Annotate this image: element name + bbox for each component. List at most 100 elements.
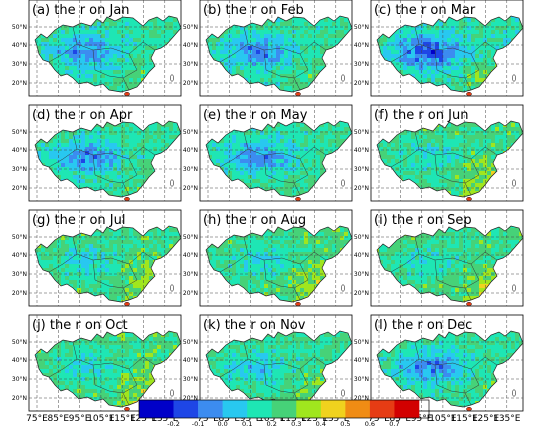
gridlines [200,315,352,411]
latitude-label: 40°N [183,357,198,364]
taiwan-outline [170,284,174,292]
map-panel: (e) the r on May 50°N 40°N 30°N 20°N [183,104,353,202]
taiwan-outline [341,179,345,187]
latitude-label: 40°N [12,147,27,154]
longitude-label: 85°E [389,414,411,424]
panel-title: (h) the r on Aug [203,213,306,228]
gridlines [29,0,181,96]
gridlines [371,105,523,201]
taiwan-outline [341,284,345,292]
gridlines [29,210,181,306]
colorbar-tick: -0.2 [167,420,180,428]
latitude-label: 30°N [354,61,369,68]
latitude-label: 20°N [354,395,369,402]
longitude-label: 125°E [130,414,158,424]
latitude-label: 40°N [354,147,369,154]
colorbar-underflow [139,400,149,418]
latitude-label: 50°N [12,129,27,136]
hainan-outline [466,196,472,202]
latitude-label: 40°N [183,42,198,49]
latitude-label: 50°N [183,234,198,241]
latitude-label: 30°N [12,376,27,383]
latitude-label: 50°N [12,339,27,346]
map-panel: (j) the r on Oct 50°N 40°N 30°N 20°N [12,314,182,412]
colorbar-segment [222,400,248,418]
latitude-label: 20°N [12,395,27,402]
colorbar-tick: 0.4 [316,420,326,428]
map-panel: (l) the r on Dec 50°N 40°N 30°N 20°N [354,314,524,412]
taiwan-outline [512,179,516,187]
colorbar-segment [369,400,395,418]
hainan-outline [295,301,301,307]
latitude-label: 40°N [354,42,369,49]
latitude-label: 20°N [183,80,198,87]
latitude-label: 40°N [354,252,369,259]
taiwan-outline [512,74,516,82]
longitude-label: 105°E [87,414,115,424]
latitude-label: 50°N [354,339,369,346]
colorbar-tick: 0.0 [217,420,227,428]
latitude-label: 50°N [354,234,369,241]
hainan-outline [466,406,472,412]
hainan-outline [295,196,301,202]
colorbar-segment [271,400,297,418]
colorbar: -0.2 -0.1 0.0 0.1 0.2 0.3 0.4 0.5 0.6 0.7 [138,399,430,428]
taiwan-outline [170,389,174,397]
longitude-label: 75°E [26,414,48,424]
correlation-map [376,330,524,412]
colorbar-segment [247,400,273,418]
colorbar-tick: 0.1 [242,420,252,428]
longitude-label: 105°E [258,414,286,424]
longitude-label: 115°E [280,414,308,424]
longitude-label: 75°E [368,414,390,424]
gridlines [371,210,523,306]
latitude-label: 40°N [12,357,27,364]
gridlines [200,210,352,306]
longitude-label: 125°E [301,414,329,424]
map-panel: (b) the r on Feb 50°N 40°N 30°N 20°N [183,0,353,97]
latitude-label: 20°N [183,290,198,297]
longitude-label: 95°E [240,414,262,424]
latitude-label: 40°N [183,147,198,154]
colorbar-tick: -0.1 [192,420,205,428]
colorbar-segment [345,400,371,418]
latitude-label: 40°N [12,42,27,49]
latitude-label: 50°N [183,24,198,31]
longitude-label: 75°E [197,414,219,424]
map-panel: (h) the r on Aug 50°N 40°N 30°N 20°N [183,209,353,307]
longitude-label: 115°E [109,414,137,424]
colorbar-segment [173,400,199,418]
latitude-label: 50°N [12,24,27,31]
latitude-label: 20°N [183,185,198,192]
map-panel: (c) the r on Mar 50°N 40°N 30°N 20°N [354,0,524,97]
hainan-outline [466,301,472,307]
latitude-label: 30°N [183,61,198,68]
panel-title: (e) the r on May [203,108,308,123]
map-panel: (f) the r on Jun 50°N 40°N 30°N 20°N [354,104,524,202]
panel-title: (i) the r on Sep [374,213,472,228]
colorbar-tick: 0.5 [340,420,350,428]
longitude-label: 135°E [322,414,350,424]
map-panel: (i) the r on Sep 50°N 40°N 30°N 20°N [354,209,524,307]
latitude-label: 30°N [12,61,27,68]
latitude-label: 20°N [12,80,27,87]
panel-title: (d) the r on Apr [32,108,133,123]
panel-title: (k) the r on Nov [203,318,306,333]
latitude-label: 30°N [12,271,27,278]
longitude-label: 125°E [472,414,500,424]
latitude-label: 40°N [12,252,27,259]
longitude-label: 85°E [218,414,240,424]
latitude-label: 20°N [183,395,198,402]
panel-title: (b) the r on Feb [203,3,304,18]
latitude-label: 30°N [354,271,369,278]
latitude-label: 20°N [354,80,369,87]
latitude-label: 30°N [354,376,369,383]
longitude-label: 95°E [69,414,91,424]
taiwan-outline [170,74,174,82]
map-panel: (g) the r on Jul 50°N 40°N 30°N 20°N [12,209,182,307]
colorbar-segment [394,400,420,418]
colorbar-frame [138,399,430,419]
map-panel: (k) the r on Nov 50°N 40°N 30°N 20°N [183,314,353,412]
